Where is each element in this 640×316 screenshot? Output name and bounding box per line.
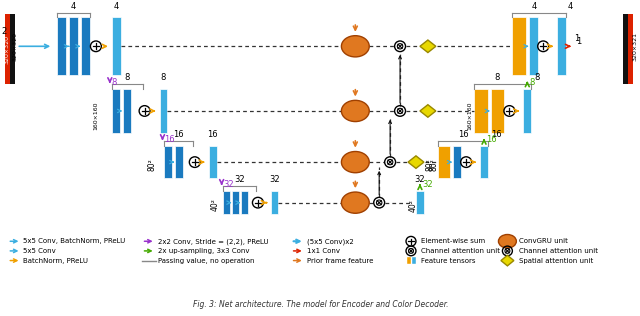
Text: Element-wise sum: Element-wise sum — [421, 238, 485, 244]
Bar — [557, 17, 566, 75]
Text: 8: 8 — [534, 74, 540, 82]
Bar — [271, 191, 278, 214]
Bar — [10, 15, 15, 84]
Bar — [241, 191, 248, 214]
Bar — [480, 146, 488, 178]
Text: 16: 16 — [164, 135, 175, 144]
Bar — [81, 17, 90, 75]
Text: 32: 32 — [269, 175, 280, 184]
Text: Channel attention unit: Channel attention unit — [519, 248, 598, 254]
Polygon shape — [420, 40, 436, 52]
Bar — [490, 89, 504, 133]
Text: Passing value, no operation: Passing value, no operation — [157, 258, 254, 264]
Bar — [524, 89, 531, 133]
Text: 16: 16 — [486, 135, 497, 144]
Text: 8: 8 — [112, 78, 117, 87]
Text: 4: 4 — [114, 2, 119, 10]
Bar — [529, 17, 538, 75]
Text: 32: 32 — [223, 180, 234, 189]
Text: 160×160: 160×160 — [467, 101, 472, 130]
Text: 1: 1 — [574, 34, 580, 43]
Text: Channel attention unit: Channel attention unit — [421, 248, 500, 254]
Text: BatchNorm, PReLU: BatchNorm, PReLU — [23, 258, 88, 264]
Text: 4: 4 — [532, 2, 537, 10]
Bar — [474, 89, 488, 133]
Text: 40²: 40² — [211, 198, 220, 211]
Text: 16: 16 — [173, 131, 184, 139]
Text: 4: 4 — [568, 2, 573, 10]
Text: Fig. 3: Net architecture. The model for Encoder and Color Decoder.: Fig. 3: Net architecture. The model for … — [193, 301, 448, 309]
Text: 1: 1 — [576, 37, 581, 46]
Text: 40²: 40² — [408, 199, 417, 212]
Text: 16: 16 — [491, 131, 502, 139]
Bar — [438, 146, 450, 178]
Bar — [175, 146, 183, 178]
Text: 8: 8 — [495, 74, 500, 82]
Text: 2x2 Conv, Stride = (2,2), PReLU: 2x2 Conv, Stride = (2,2), PReLU — [157, 238, 268, 245]
Bar — [407, 257, 411, 264]
Text: 32: 32 — [415, 175, 425, 184]
Text: 320×320: 320×320 — [13, 32, 18, 61]
Text: 8: 8 — [161, 74, 166, 82]
Text: 320×321: 320×321 — [632, 32, 637, 61]
Bar — [164, 146, 172, 178]
Bar — [513, 17, 526, 75]
Text: 80²: 80² — [426, 159, 435, 171]
Text: 160×160: 160×160 — [93, 101, 99, 130]
Text: 80²: 80² — [147, 159, 156, 171]
Ellipse shape — [499, 234, 516, 248]
Text: 5x5 Conv: 5x5 Conv — [23, 248, 56, 254]
Ellipse shape — [341, 192, 369, 213]
Bar — [69, 17, 78, 75]
Text: 320×320: 320×320 — [5, 35, 10, 64]
Polygon shape — [408, 156, 424, 168]
Text: 32: 32 — [234, 175, 245, 184]
Bar — [623, 15, 628, 84]
Text: ConvGRU unit: ConvGRU unit — [519, 238, 568, 244]
Polygon shape — [501, 255, 514, 266]
Bar — [159, 89, 168, 133]
Bar — [57, 17, 66, 75]
Bar — [123, 89, 131, 133]
Text: 32: 32 — [422, 180, 433, 189]
Text: 16: 16 — [458, 131, 468, 139]
Text: 5x5 Conv, BatchNorm, PReLU: 5x5 Conv, BatchNorm, PReLU — [23, 238, 125, 244]
Text: Spatial attention unit: Spatial attention unit — [519, 258, 593, 264]
Ellipse shape — [341, 100, 369, 122]
Text: 1x1 Conv: 1x1 Conv — [307, 248, 340, 254]
Bar — [232, 191, 239, 214]
Polygon shape — [420, 105, 436, 117]
Bar — [628, 15, 633, 84]
Text: 4: 4 — [71, 2, 76, 10]
Bar — [223, 191, 230, 214]
Ellipse shape — [341, 151, 369, 173]
Bar — [6, 15, 10, 84]
Text: 8: 8 — [529, 78, 534, 87]
Bar — [112, 89, 120, 133]
Text: Feature tensors: Feature tensors — [421, 258, 476, 264]
Text: 2x up-sampling, 3x3 Conv: 2x up-sampling, 3x3 Conv — [157, 248, 249, 254]
Text: 16: 16 — [207, 131, 218, 139]
Text: 8: 8 — [125, 74, 130, 82]
Bar — [412, 257, 416, 264]
Text: (5x5 Conv)x2: (5x5 Conv)x2 — [307, 238, 353, 245]
Text: 2: 2 — [2, 27, 7, 36]
Ellipse shape — [341, 36, 369, 57]
Text: Prior frame feature: Prior frame feature — [307, 258, 373, 264]
Bar — [453, 146, 461, 178]
Bar — [416, 191, 424, 214]
Bar — [209, 146, 217, 178]
Text: 80²: 80² — [429, 159, 438, 171]
Bar — [112, 17, 121, 75]
